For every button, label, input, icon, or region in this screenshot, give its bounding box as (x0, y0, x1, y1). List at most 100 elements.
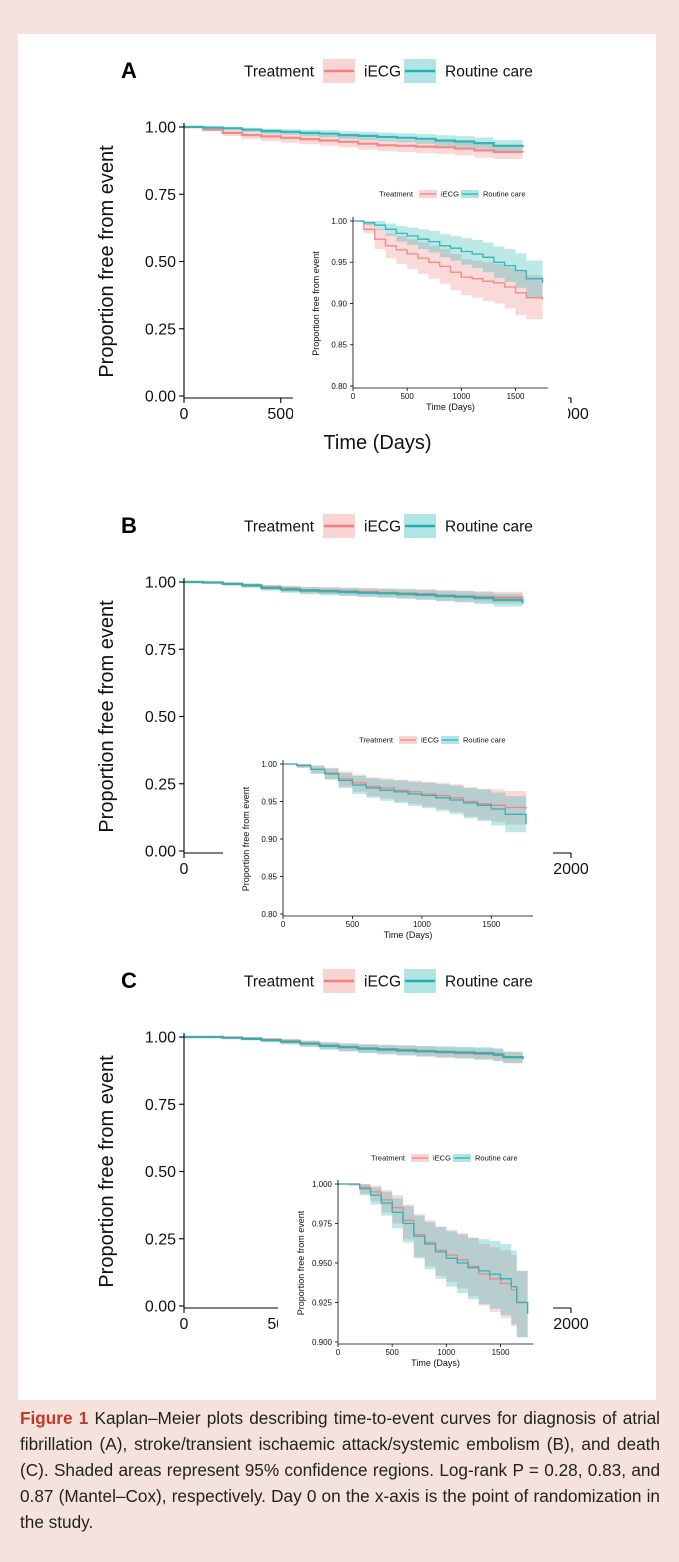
panel-a-y-tick-label: 0.50 (145, 254, 176, 271)
panel-b-y-tick-label: 0.50 (145, 709, 176, 726)
panel-b-inset-ci-band-iecg (283, 764, 527, 827)
panel-a-y-tick-label: 1.00 (145, 120, 176, 137)
panel-a-inset-km-curve-routine (353, 220, 544, 283)
panel-a-inset-y-tick-label: 0.90 (331, 299, 347, 308)
panel-c-inset-legend-label-routine: Routine care (475, 1154, 518, 1163)
panel-c-legend-label-routine: Routine care (445, 974, 533, 991)
figure-caption: Figure 1 Kaplan–Meier plots describing t… (20, 1405, 660, 1535)
panel-b-label: B (121, 513, 137, 538)
panel-c-inset-x-tick-label: 1500 (492, 1348, 510, 1357)
panel-c-inset-km-curve-routine (338, 1183, 529, 1314)
panel-c-y-tick-label: 0.25 (145, 1231, 176, 1248)
panel-c-inset-x-axis-label: Time (Days) (411, 1358, 460, 1368)
panel-b-inset-x-tick-label: 500 (346, 920, 360, 929)
panel-a-x-tick-label: 0 (180, 406, 189, 423)
panel-c-inset-y-tick-label: 0.975 (312, 1219, 333, 1228)
panel-b-inset-y-tick-label: 0.90 (261, 835, 277, 844)
chart-panel-b: B Treatment iECG Routine care 0 500 1000 1500 20… (96, 513, 589, 944)
panel-a-inset-km-curve-iecg (353, 220, 544, 300)
panel-a-inset-y-tick-label: 0.95 (331, 258, 347, 267)
panel-b-y-tick-label: 0.00 (145, 844, 176, 861)
panel-a-inset-y-axis-label: Proportion free from event (311, 251, 321, 356)
panel-b-inset-km-curve-routine (283, 763, 527, 824)
panel-b-inset-y-tick-label: 0.80 (261, 910, 277, 919)
panel-a-inset-x-tick-label: 1500 (507, 392, 525, 401)
panel-c-inset-legend-label-iecg: iECG (433, 1154, 451, 1163)
panel-a-y-tick-label: 0.00 (145, 389, 176, 406)
panel-b-inset-legend-title: Treatment (359, 736, 394, 745)
panel-c-x-tick-label: 2000 (553, 1316, 589, 1333)
panel-a-y-tick-label: 0.25 (145, 321, 176, 338)
panel-c-x-tick-label: 0 (180, 1316, 189, 1333)
panel-c-ci-band-iecg (184, 1037, 523, 1065)
panel-a-y-axis-label: Proportion free from event (96, 145, 118, 378)
panel-b-inset-y-axis-label: Proportion free from event (241, 786, 251, 891)
panel-b-inset-ci-band-routine (283, 764, 527, 843)
panel-b-inset-data-layer (283, 763, 527, 843)
panel-a-y-tick-label: 0.75 (145, 187, 176, 204)
panel-a-inset-x-axis-label: Time (Days) (426, 402, 475, 412)
panel-c-y-axis-label: Proportion free from event (96, 1055, 118, 1288)
panel-b-ci-band-routine (184, 582, 523, 611)
panel-c-inset-ci-band-routine (338, 1184, 528, 1342)
panel-c-data-layer (184, 1035, 524, 1065)
panel-a-ci-band-iecg (184, 127, 523, 160)
panel-a-inset-y-tick-label: 0.85 (331, 341, 347, 350)
panel-c-inset-y-tick-label: 0.925 (312, 1298, 333, 1307)
panel-b-x-tick-label: 0 (180, 861, 189, 878)
figure-panel: A Treatment iECG Routine care 0 500 1000 1500 20… (18, 34, 656, 1400)
panel-b-x-tick-label: 2000 (553, 861, 589, 878)
panel-b-inset-x-tick-label: 1000 (413, 920, 431, 929)
panel-a-inset-data-layer (353, 220, 544, 320)
panel-c-inset-y-tick-label: 0.900 (312, 1338, 333, 1347)
panel-a-x-tick-label: 500 (267, 406, 294, 423)
panel-a-km-curve-iecg (184, 125, 524, 154)
panel-b-legend-title: Treatment (244, 519, 315, 536)
panel-b-y-tick-label: 0.25 (145, 776, 176, 793)
panel-a-label: A (121, 58, 137, 83)
panel-b-data-layer (184, 580, 524, 611)
chart-panel-c: C Treatment iECG Routine care 0 500 1000 1500 20… (96, 968, 589, 1386)
panel-b-inset-y-tick-label: 0.95 (261, 797, 277, 806)
panel-c-inset-x-tick-label: 500 (385, 1348, 399, 1357)
panel-a-inset-x-tick-label: 0 (351, 392, 356, 401)
panel-a-x-axis-label: Time (Days) (323, 432, 431, 454)
panel-b-inset-background (223, 726, 553, 944)
panel-c-km-curve-routine (184, 1035, 524, 1060)
panel-b-inset-legend-label-iecg: iECG (421, 736, 439, 745)
panel-c-ci-band-routine (184, 1037, 523, 1065)
panel-b-inset-y-tick-label: 0.85 (261, 872, 277, 881)
panel-c-inset-y-tick-label: 1.000 (312, 1180, 333, 1189)
panel-a-inset-legend-title: Treatment (379, 190, 414, 199)
panel-c-label: C (121, 968, 137, 993)
panel-b-y-tick-label: 1.00 (145, 575, 176, 592)
panel-a-inset-x-tick-label: 500 (400, 392, 414, 401)
panel-c-inset-x-tick-label: 1000 (437, 1348, 455, 1357)
panel-c-y-tick-label: 0.75 (145, 1097, 176, 1114)
panel-a-inset-x-tick-label: 1000 (452, 392, 470, 401)
panel-c-y-tick-label: 0.50 (145, 1164, 176, 1181)
panel-c-inset-legend-title: Treatment (371, 1154, 406, 1163)
panel-b-y-axis-label: Proportion free from event (96, 600, 118, 833)
panel-a-km-curve-routine (184, 125, 524, 148)
panel-c-inset-y-axis-label: Proportion free from event (296, 1210, 306, 1315)
panel-b-inset-x-tick-label: 1500 (482, 920, 500, 929)
panel-a-inset-y-tick-label: 1.00 (331, 217, 347, 226)
panel-c-inset-km-curve-iecg (338, 1183, 529, 1314)
panel-a-legend-label-iecg: iECG (364, 64, 401, 81)
panel-a-legend-label-routine: Routine care (445, 64, 533, 81)
panel-a-inset-y-tick-label: 0.80 (331, 382, 347, 391)
caption-label: Figure 1 (20, 1408, 89, 1428)
caption-text: Kaplan–Meier plots describing time-to-ev… (20, 1408, 665, 1532)
panel-b-km-curve-routine (184, 580, 524, 604)
panel-c-legend-label-iecg: iECG (364, 974, 401, 991)
panel-c-inset-background (278, 1144, 553, 1386)
panel-a-inset-legend-label-iecg: iECG (441, 190, 459, 199)
panel-b-inset-legend-label-routine: Routine care (463, 736, 506, 745)
panel-b-y-tick-label: 0.75 (145, 642, 176, 659)
panel-b-inset-x-axis-label: Time (Days) (384, 930, 433, 940)
panel-b-inset-x-tick-label: 0 (281, 920, 286, 929)
panel-c-y-tick-label: 0.00 (145, 1299, 176, 1316)
panel-c-inset-x-tick-label: 0 (336, 1348, 341, 1357)
panel-b-legend-label-routine: Routine care (445, 519, 533, 536)
